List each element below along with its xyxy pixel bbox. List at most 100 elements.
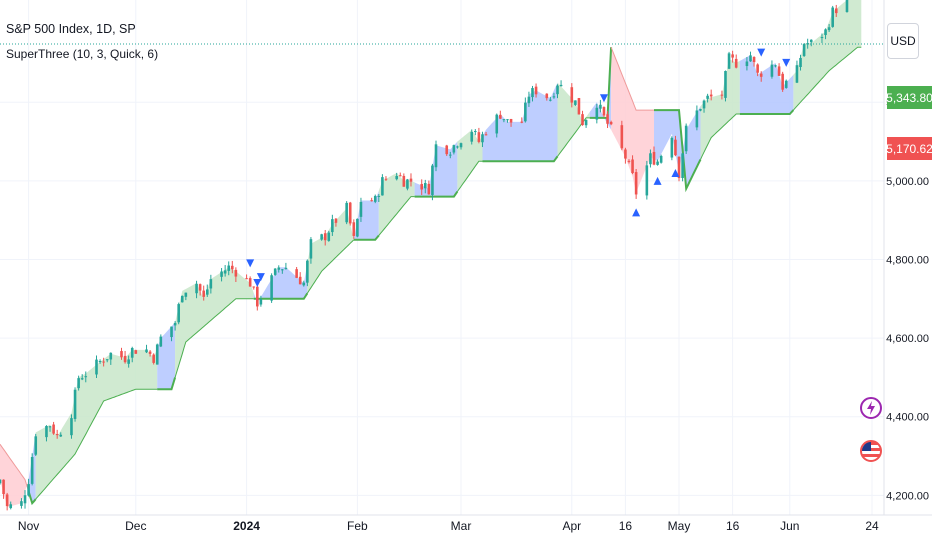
candle-body: [5, 494, 9, 507]
candle-body: [252, 286, 256, 288]
candle-body: [234, 269, 238, 277]
candle-body: [577, 98, 581, 115]
candle-body: [395, 176, 398, 180]
x-tick-label: 16: [619, 519, 633, 533]
candle-body: [545, 93, 549, 99]
candle-body: [549, 99, 552, 101]
candle-body: [477, 132, 481, 142]
candle-body: [620, 125, 624, 149]
signal-arrow-down: [256, 273, 265, 282]
candle-body: [130, 347, 134, 358]
candle-body: [320, 234, 323, 240]
candle-body: [298, 276, 302, 285]
candle-body: [770, 64, 774, 77]
candle-body: [105, 359, 109, 361]
candle-body: [570, 87, 574, 103]
candle-body: [481, 134, 484, 143]
candle-body: [409, 178, 413, 182]
candle-body: [802, 44, 806, 56]
candle-body: [509, 118, 513, 123]
candle-body: [470, 131, 474, 142]
stop-line-segment: [482, 155, 559, 163]
y-tick-label: 5,000.00: [886, 176, 929, 188]
candle-body: [198, 284, 202, 291]
candle-body: [574, 100, 577, 105]
candle-body: [284, 267, 288, 270]
candle-body: [220, 271, 223, 277]
x-tick-label: Apr: [562, 519, 581, 533]
candle-body: [20, 501, 23, 506]
candle-body: [681, 153, 684, 178]
signal-arrow-up: [632, 208, 641, 217]
candle-body: [245, 278, 248, 280]
trailing-stop-tag: 5,170.62: [886, 137, 932, 160]
candle-body: [756, 64, 759, 73]
candle-body: [524, 102, 527, 122]
band-up: [793, 0, 862, 111]
x-tick-label: 2024: [233, 519, 260, 533]
band-neutral: [654, 106, 701, 189]
candle-body: [127, 359, 130, 364]
candle-body: [309, 239, 313, 259]
candle-body: [631, 159, 634, 174]
candle-body: [506, 119, 509, 121]
candle-body: [777, 66, 781, 76]
candle-body: [795, 65, 799, 83]
candle-body: [327, 232, 331, 241]
signal-arrow-up: [671, 169, 680, 178]
currency-button[interactable]: USD: [887, 23, 919, 59]
time-axis-ticks: Nov Dec 2024 Feb Mar Apr 16 May 16 Jun 24: [18, 519, 879, 533]
stop-line-segment: [378, 196, 415, 236]
candle-body: [173, 322, 177, 326]
candles: [0, 0, 849, 511]
y-tick-label: 4,800.00: [886, 254, 929, 266]
band-neutral: [739, 55, 794, 114]
candle-body: [499, 114, 502, 119]
candle-body: [230, 265, 234, 270]
candle-body: [377, 195, 381, 197]
band-down: [611, 47, 654, 193]
candle-body: [448, 154, 452, 156]
candle-body: [145, 349, 148, 353]
candle-body: [123, 355, 127, 363]
candle-body: [302, 282, 306, 286]
stop-line-segment: [414, 190, 459, 198]
candle-body: [781, 73, 784, 90]
band-neutral: [353, 190, 379, 240]
candle-body: [223, 270, 227, 274]
band-neutral: [589, 47, 612, 130]
candle-body: [720, 94, 724, 96]
indicator-title[interactable]: SuperThree (10, 3, Quick, 6): [6, 47, 159, 61]
candle-body: [599, 104, 602, 109]
stop-line-segment: [700, 113, 740, 160]
stop-line-segment: [306, 239, 355, 294]
candle-body: [205, 289, 209, 295]
supertrend-bands: [0, 0, 862, 508]
band-up: [35, 347, 158, 500]
candle-body: [345, 202, 348, 223]
candle-body: [706, 95, 709, 99]
candle-body: [502, 119, 506, 121]
lightning-icon[interactable]: [860, 397, 882, 419]
x-tick-label: Feb: [347, 519, 368, 533]
symbol-title[interactable]: S&P 500 Index, 1D, SP: [6, 22, 136, 36]
x-tick-label: Dec: [125, 519, 146, 533]
signal-arrow-down: [782, 58, 791, 67]
candle-body: [606, 114, 609, 124]
candle-body: [459, 143, 463, 148]
candle-body: [2, 479, 5, 495]
candle-body: [373, 195, 377, 202]
candle-body: [827, 27, 831, 31]
us-flag-icon[interactable]: [860, 440, 882, 462]
candle-body: [370, 200, 373, 202]
candle-body: [452, 145, 456, 153]
x-tick-label: 16: [726, 519, 740, 533]
candle-body: [384, 178, 388, 180]
candle-body: [270, 275, 273, 301]
band-up: [307, 208, 354, 294]
signal-arrow-up: [653, 176, 662, 185]
candle-body: [177, 304, 180, 323]
candle-body: [209, 279, 213, 289]
candle-body: [334, 218, 338, 223]
